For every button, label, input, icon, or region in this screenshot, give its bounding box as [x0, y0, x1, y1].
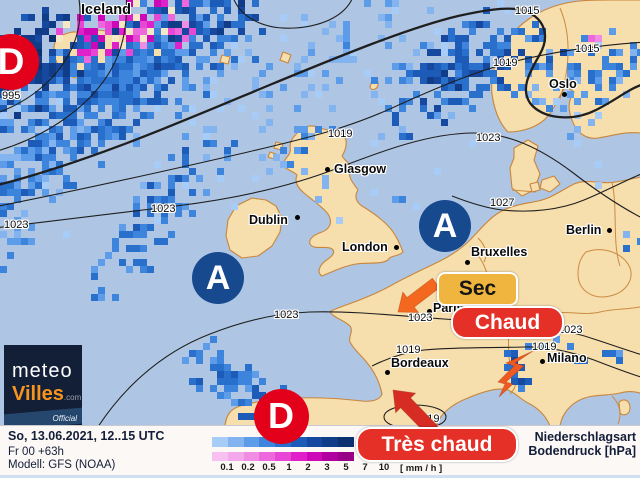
forecast-run: Fr 00 +63h [8, 446, 64, 458]
legend-unit: [ mm / h ] [400, 463, 443, 474]
legend-tick-label: 2 [305, 462, 311, 473]
legend-segment [290, 437, 307, 447]
isobar-label: 1023 [476, 132, 501, 144]
legend-segment [275, 452, 291, 461]
city-label-berlin: Berlin [566, 223, 602, 237]
legend-segment [306, 452, 323, 461]
city-label-milano: Milano [547, 351, 587, 365]
legend-segment [243, 452, 260, 461]
legend-segment [322, 437, 339, 447]
meteovilles-logo[interactable]: meteo Villes.com Official [4, 345, 82, 425]
isobars [0, 0, 640, 425]
legend-segment [306, 437, 323, 447]
logo-word-villes: Villes.com [12, 383, 82, 405]
logo-word-meteo: meteo [12, 360, 73, 382]
isobar-label: 1019 [415, 413, 440, 425]
city-dot-oslo [562, 92, 567, 97]
isobar-label: 1015 [515, 5, 540, 17]
isobar-label: 1015 [575, 43, 600, 55]
map-date: So, 13.06.2021, 12..15 UTC [8, 429, 165, 443]
city-dot-bruxelles [465, 260, 470, 265]
isobar-label: 1019 [328, 128, 353, 140]
footer-bottom-strip [0, 475, 640, 478]
annotation-hot-box: Très chaud [356, 427, 518, 462]
legend-tick-label: 0.1 [220, 462, 234, 473]
city-dot-berlin [607, 228, 612, 233]
isobar-label: 1019 [493, 57, 518, 69]
city-dot-bordeaux [385, 370, 390, 375]
logo-suffix: .com [63, 393, 82, 402]
legend-segment [338, 452, 355, 461]
legend-segment [227, 452, 244, 461]
legend-tick-label: 5 [343, 462, 349, 473]
legend-tick-label: 0.2 [241, 462, 255, 473]
city-label-london: London [342, 240, 388, 254]
city-label-oslo: Oslo [549, 77, 577, 91]
city-label-bordeaux: Bordeaux [391, 356, 449, 370]
pressure-marker-A: A [192, 252, 244, 304]
legend-snow-scale [212, 452, 355, 461]
region-label-iceland: Iceland [81, 2, 131, 18]
legend-segment [243, 437, 260, 447]
status-bar: So, 13.06.2021, 12..15 UTC Fr 00 +63h Mo… [0, 425, 640, 478]
city-dot-milano [540, 359, 545, 364]
annotation-dry-box: Sec [437, 272, 518, 306]
annotation-hot-box: Chaud [451, 306, 564, 339]
legend-segment [259, 452, 276, 461]
layer-name-pressure: Bodendruck [hPa] [528, 444, 636, 458]
pressure-marker-A: A [419, 200, 471, 252]
legend-tick-label: 7 [362, 462, 368, 473]
layer-name-precip: Niederschlagsart [534, 430, 636, 444]
isobar-label: 995 [2, 90, 21, 102]
legend-tick-label: 1 [286, 462, 292, 473]
legend-segment [290, 452, 307, 461]
legend-segment [322, 452, 339, 461]
legend-segment [338, 437, 355, 447]
legend-segment [212, 437, 228, 447]
legend-tick-label: 10 [378, 462, 390, 473]
model-name: Modell: GFS (NOAA) [8, 459, 116, 471]
isobar-label: 1019 [532, 341, 557, 353]
isobar-label: 1023 [151, 203, 176, 215]
isobar-label: 1023 [4, 219, 29, 231]
legend-segment [227, 437, 244, 447]
legend-segment [212, 452, 228, 461]
city-label-bruxelles: Bruxelles [471, 245, 528, 259]
legend-tick-label: 0.5 [262, 462, 276, 473]
city-label-glasgow: Glasgow [334, 162, 387, 176]
city-dot-london [394, 245, 399, 250]
isobar-label: 1023 [274, 309, 299, 321]
legend-segment [259, 437, 276, 447]
pressure-marker-D: D [253, 388, 309, 444]
isobar-label: 1019 [396, 344, 421, 356]
pressure-marker-D: D [0, 34, 39, 90]
logo-badge-official: Official [52, 414, 77, 423]
city-label-dublin: Dublin [249, 213, 288, 227]
legend-tick-label: 3 [324, 462, 330, 473]
precip-cells [0, 0, 640, 420]
city-dot-dublin [295, 215, 300, 220]
isobar-label: 1023 [558, 324, 583, 336]
city-dot-glasgow [325, 167, 330, 172]
isobar-label: 1027 [490, 197, 515, 209]
isobar-label: 1023 [408, 312, 433, 324]
